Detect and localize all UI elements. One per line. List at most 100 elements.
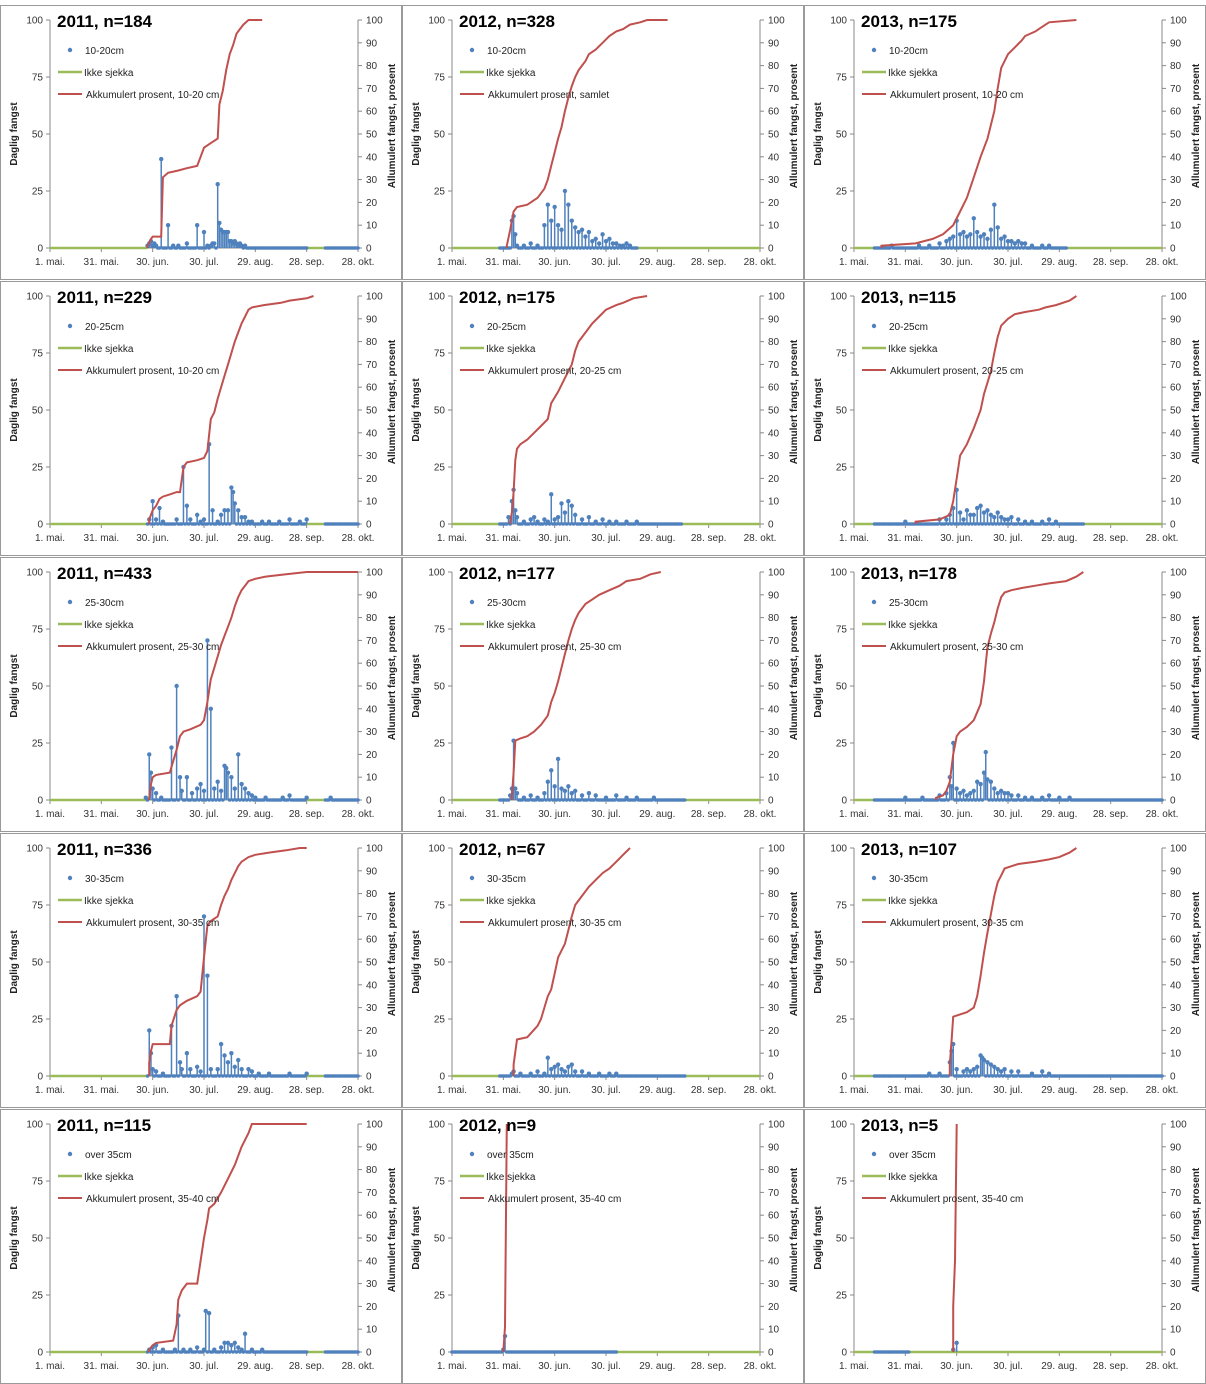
daily-point — [944, 517, 949, 522]
daily-point — [236, 1057, 241, 1063]
left-tick-label: 50 — [434, 130, 446, 141]
right-tick-label: 80 — [1170, 61, 1182, 72]
left-tick-label: 25 — [32, 463, 44, 474]
right-tick-label: 10 — [366, 773, 378, 784]
daily-zero-point — [571, 1074, 576, 1078]
daily-zero-point — [554, 798, 559, 802]
left-tick-label: 100 — [26, 1120, 43, 1131]
daily-zero-point — [551, 522, 555, 526]
daily-point — [617, 243, 622, 248]
cumulative-line — [502, 1123, 508, 1353]
daily-point — [201, 914, 207, 919]
daily-point — [232, 1064, 237, 1070]
right-tick-label: 80 — [366, 1165, 378, 1176]
daily-zero-point — [1021, 246, 1026, 250]
daily-zero-point — [227, 1074, 232, 1078]
left-tick-label: 0 — [439, 244, 445, 255]
daily-zero-point — [544, 798, 548, 802]
chart-title: 2012, n=67 — [459, 840, 546, 859]
daily-zero-point — [682, 1074, 687, 1078]
left-tick-label: 25 — [434, 1291, 446, 1302]
right-tick-label: 30 — [768, 1003, 780, 1014]
daily-point — [583, 234, 588, 239]
legend-daily-marker — [469, 1151, 475, 1157]
daily-point — [150, 786, 155, 791]
daily-point — [218, 512, 224, 518]
daily-zero-point — [997, 1074, 1002, 1078]
chart-title: 2012, n=328 — [459, 12, 555, 31]
right-tick-label: 60 — [366, 383, 378, 394]
daily-zero-point — [575, 246, 579, 250]
daily-zero-point — [286, 522, 290, 526]
daily-point — [239, 1066, 244, 1072]
legend-daily-marker — [67, 599, 73, 605]
right-tick-label: 20 — [768, 1026, 780, 1037]
daily-point — [951, 234, 956, 239]
daily-point — [249, 1347, 255, 1352]
daily-zero-point — [1007, 246, 1012, 250]
daily-point — [205, 973, 210, 978]
panel-frame — [804, 833, 1206, 1108]
left-tick-label: 100 — [428, 1120, 445, 1131]
legend-daily-label: 10-20cm — [889, 46, 928, 57]
daily-zero-point — [994, 246, 998, 250]
daily-zero-point — [568, 246, 572, 250]
left-tick-label: 0 — [841, 796, 847, 807]
left-tick-label: 100 — [830, 1120, 847, 1131]
daily-point — [513, 786, 518, 791]
daily-point — [215, 181, 220, 187]
daily-zero-point — [217, 1350, 222, 1354]
daily-point — [177, 775, 183, 780]
daily-point — [1009, 1069, 1014, 1074]
daily-zero-point — [551, 798, 555, 802]
daily-zero-point — [568, 522, 572, 526]
left-axis-label: Daglig fangst — [9, 378, 20, 442]
daily-zero-point — [1160, 1074, 1164, 1078]
x-tick-label: 31. mai. — [888, 1085, 924, 1096]
left-tick-label: 0 — [37, 1348, 43, 1359]
daily-zero-point — [167, 1074, 172, 1078]
legend-not-checked-label: Ikke sjekka — [84, 896, 134, 907]
daily-zero-point — [303, 522, 307, 526]
x-tick-label: 30. jul. — [993, 809, 1022, 820]
daily-zero-point — [234, 1074, 239, 1078]
daily-point — [172, 1347, 178, 1352]
daily-zero-point — [1014, 798, 1019, 802]
daily-point — [225, 770, 231, 775]
daily-point — [194, 223, 200, 228]
legend-daily-marker — [871, 875, 877, 881]
daily-point — [242, 786, 248, 791]
daily-zero-point — [1064, 246, 1068, 250]
chart-title: 2013, n=107 — [861, 840, 957, 859]
daily-point — [916, 243, 922, 248]
daily-zero-point — [942, 522, 947, 526]
right-tick-label: 90 — [1170, 866, 1182, 877]
x-tick-label: 30. jul. — [189, 533, 218, 544]
daily-point — [1009, 793, 1014, 798]
right-tick-label: 90 — [1170, 38, 1182, 49]
legend-cumulative-label: Akkumulert prosent, 30-35 cm — [86, 918, 219, 929]
daily-point — [988, 779, 994, 784]
daily-point — [627, 243, 633, 248]
left-tick-label: 50 — [836, 682, 848, 693]
right-tick-label: 50 — [768, 958, 780, 969]
daily-zero-point — [506, 798, 511, 802]
daily-zero-point — [581, 246, 586, 250]
daily-zero-point — [527, 246, 531, 250]
daily-point — [205, 638, 210, 643]
daily-zero-point — [568, 798, 572, 802]
daily-zero-point — [1007, 522, 1012, 526]
daily-point — [184, 503, 190, 508]
right-tick-label: 80 — [768, 613, 780, 624]
daily-point — [528, 793, 533, 798]
daily-point — [218, 1041, 224, 1047]
right-tick-label: 50 — [768, 682, 780, 693]
x-tick-label: 1. mai. — [437, 257, 467, 268]
x-tick-label: 29. aug. — [639, 257, 675, 268]
daily-zero-point — [585, 798, 589, 802]
daily-zero-point — [561, 522, 566, 526]
daily-point — [545, 779, 551, 784]
daily-point — [531, 514, 537, 520]
right-tick-label: 80 — [1170, 889, 1182, 900]
cumulative-line — [505, 19, 668, 248]
